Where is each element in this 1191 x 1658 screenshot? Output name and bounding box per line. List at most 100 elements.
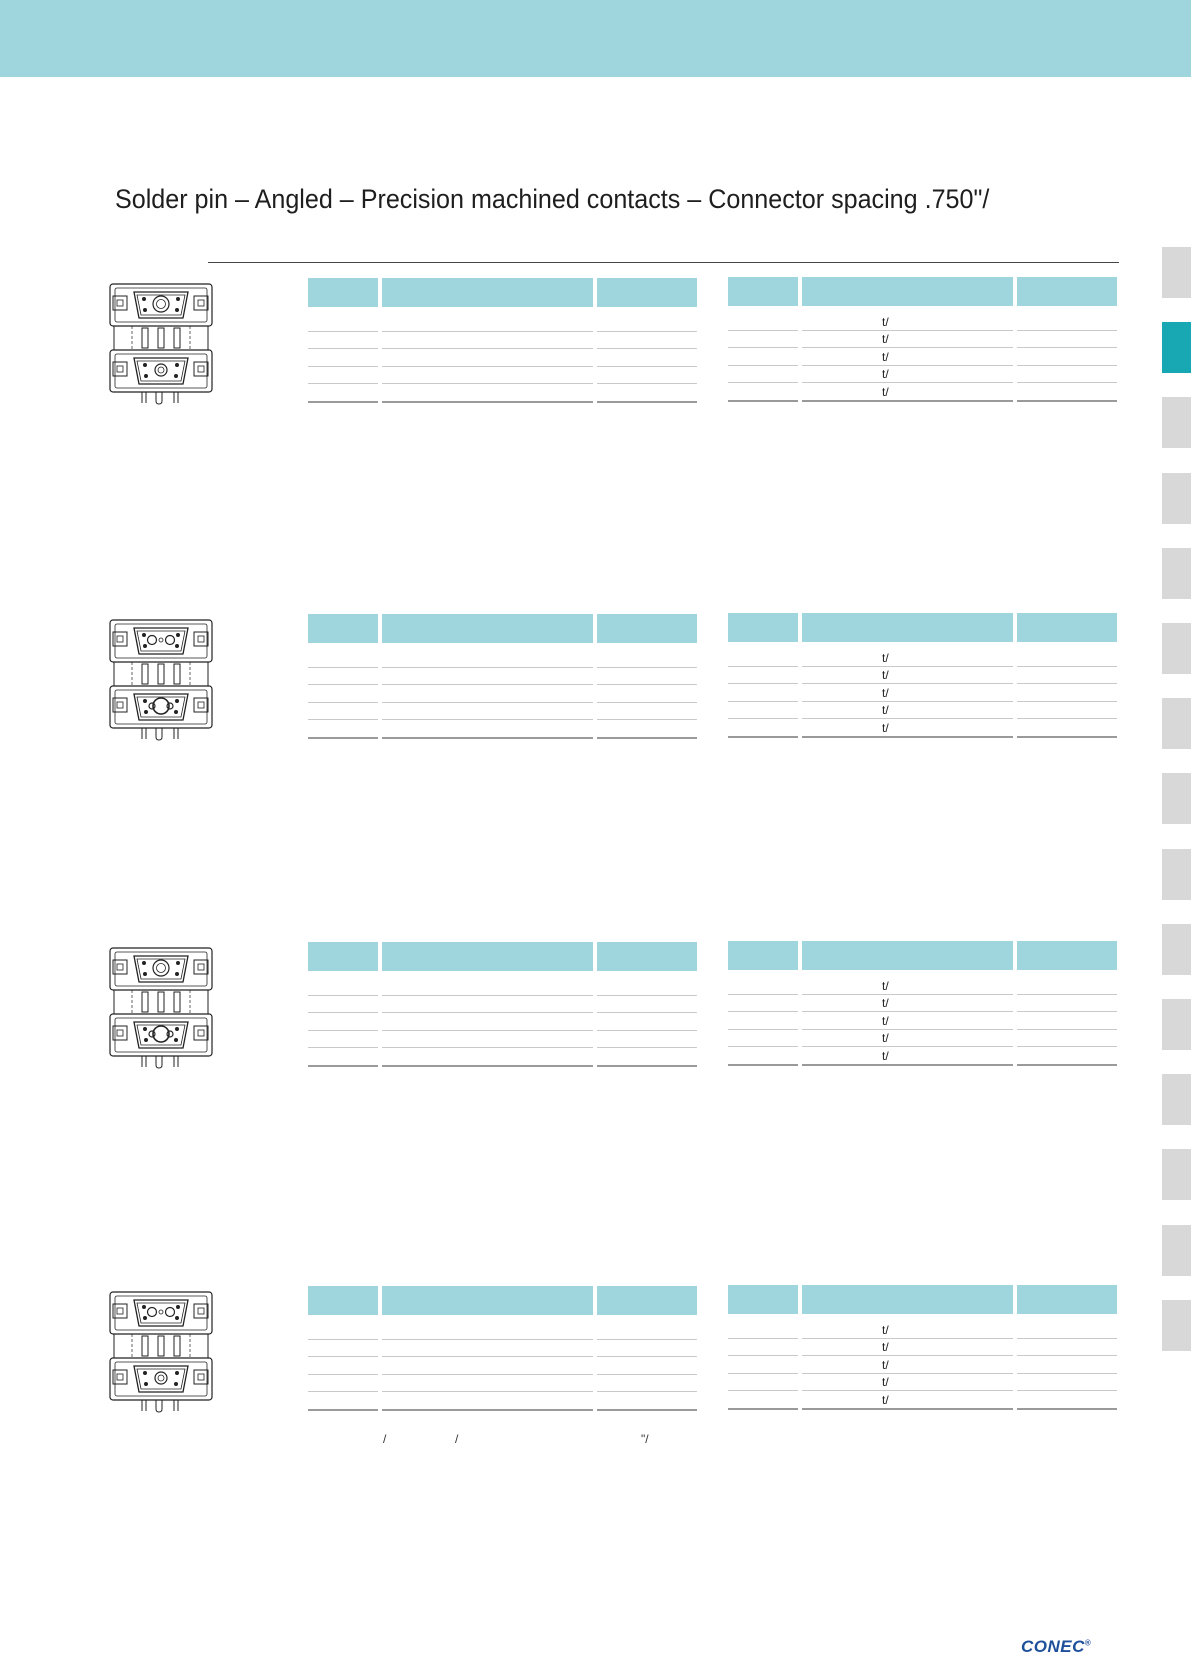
side-tab[interactable] [1162, 849, 1191, 900]
table-row-rule [802, 994, 1013, 995]
table-row-rule [728, 683, 798, 684]
table-row-rule [308, 1409, 378, 1411]
table-row-rule [597, 348, 697, 349]
side-tab-active[interactable] [1162, 322, 1191, 373]
table-row-rule [597, 1012, 697, 1013]
table-row-rule [382, 1391, 593, 1392]
side-tab[interactable] [1162, 548, 1191, 599]
table-row-rule [802, 1338, 1013, 1339]
table-row-rule [382, 995, 593, 996]
table-row-rule [308, 995, 378, 996]
side-tab[interactable] [1162, 773, 1191, 824]
title-rule [208, 262, 1119, 263]
table-row-rule [728, 1408, 798, 1410]
table-row-rule [597, 1391, 697, 1392]
table-row-rule [382, 667, 593, 668]
top-color-band [0, 0, 1191, 77]
table-row-rule [308, 1356, 378, 1357]
table-row-rule [308, 383, 378, 384]
table-row-rule [308, 1391, 378, 1392]
table-header-cell [1017, 613, 1117, 642]
side-tab[interactable] [1162, 924, 1191, 975]
table-row-rule [728, 736, 798, 738]
table-row-rule [597, 719, 697, 720]
product-section: t/t/t/t/t/ [0, 277, 1191, 405]
table-row-rule [597, 366, 697, 367]
table-row-rule [308, 348, 378, 349]
conec-logo: CONEC® [1021, 1637, 1091, 1657]
table-row-rule [308, 366, 378, 367]
table-row-rule [597, 1374, 697, 1375]
table-row-rule [308, 737, 378, 739]
table-header-cell [308, 614, 378, 643]
table-row-rule [1017, 1338, 1117, 1339]
table-row-rule [1017, 701, 1117, 702]
table-row-rule [802, 718, 1013, 719]
table-cell: t/ [882, 1323, 889, 1337]
table-header-cell [728, 277, 798, 306]
table-row-rule [1017, 683, 1117, 684]
side-tab[interactable] [1162, 999, 1191, 1050]
table-row-rule [802, 736, 1013, 738]
table-row-rule [308, 1030, 378, 1031]
table-cell: t/ [882, 651, 889, 665]
table-row-rule [382, 1339, 593, 1340]
table-row-rule [597, 1047, 697, 1048]
table-header-cell [1017, 941, 1117, 970]
table-row-rule [308, 667, 378, 668]
table-row-rule [382, 737, 593, 739]
table-row-rule [308, 1339, 378, 1340]
table-row-rule [802, 701, 1013, 702]
table-cell: t/ [882, 1014, 889, 1028]
table-row-rule [1017, 347, 1117, 348]
table-row-rule [597, 383, 697, 384]
table-header-cell [728, 941, 798, 970]
table-row-rule [728, 1390, 798, 1391]
side-tab[interactable] [1162, 397, 1191, 448]
table-row-rule [802, 1064, 1013, 1066]
side-tab[interactable] [1162, 1149, 1191, 1200]
table-row-rule [382, 1030, 593, 1031]
table-row-rule [308, 1374, 378, 1375]
table-cell: t/ [882, 367, 889, 381]
table-row-rule [1017, 1355, 1117, 1356]
table-header-cell [308, 1286, 378, 1315]
table-header-cell [802, 941, 1013, 970]
side-tab[interactable] [1162, 247, 1191, 298]
product-section: t/t/t/t/t/ [0, 941, 1191, 1069]
table-header-cell [728, 1285, 798, 1314]
table-row-rule [802, 1355, 1013, 1356]
table-row-rule [802, 683, 1013, 684]
side-tab[interactable] [1162, 473, 1191, 524]
table-row-rule [382, 1409, 593, 1411]
footnote-mark: / [383, 1432, 387, 1446]
table-header-cell [308, 942, 378, 971]
table-row-rule [802, 382, 1013, 383]
table-row-rule [728, 994, 798, 995]
table-header-cell [728, 613, 798, 642]
table-row-rule [382, 1065, 593, 1067]
table-row-rule [308, 401, 378, 403]
footnote-mark: "/ [641, 1432, 649, 1446]
side-tab[interactable] [1162, 623, 1191, 674]
table-row-rule [597, 401, 697, 403]
table-cell: t/ [882, 350, 889, 364]
table-header-cell [802, 1285, 1013, 1314]
table-row-rule [597, 1356, 697, 1357]
table-row-rule [597, 737, 697, 739]
side-tab[interactable] [1162, 698, 1191, 749]
side-tab[interactable] [1162, 1225, 1191, 1276]
table-row-rule [1017, 666, 1117, 667]
table-row-rule [1017, 382, 1117, 383]
side-tab[interactable] [1162, 1300, 1191, 1351]
table-row-rule [728, 400, 798, 402]
table-row-rule [1017, 1029, 1117, 1030]
table-row-rule [802, 666, 1013, 667]
table-row-rule [1017, 330, 1117, 331]
side-tab[interactable] [1162, 1074, 1191, 1125]
table-row-rule [728, 365, 798, 366]
table-header-cell [382, 1286, 593, 1315]
table-row-rule [308, 1012, 378, 1013]
table-row-rule [728, 718, 798, 719]
table-cell: t/ [882, 979, 889, 993]
